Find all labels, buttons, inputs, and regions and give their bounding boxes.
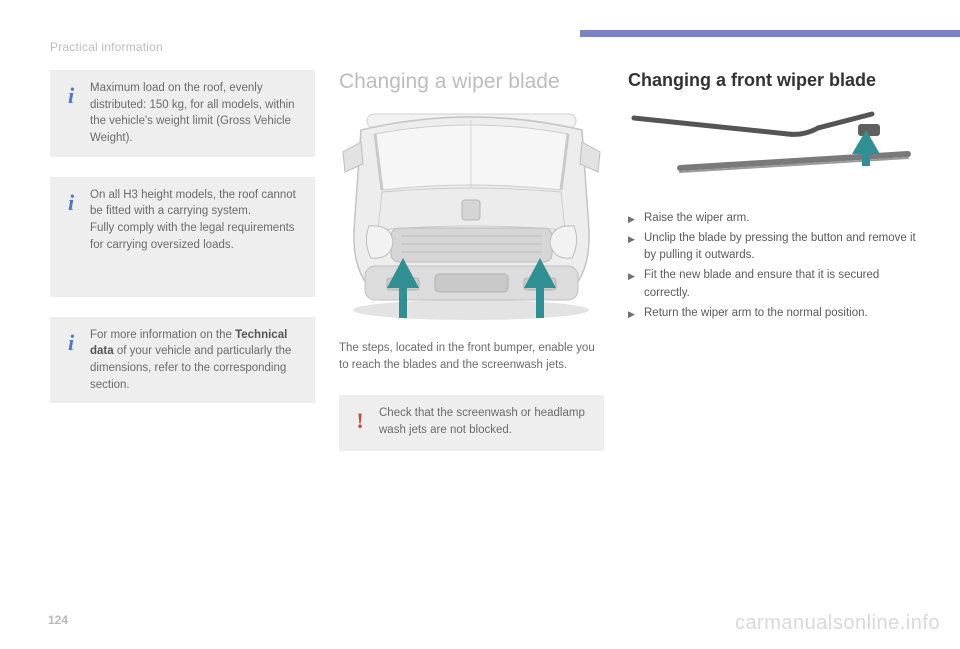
steps-list: ▶Raise the wiper arm. ▶Unclip the blade … — [628, 210, 918, 323]
info-text: Maximum load on the roof, evenly distrib… — [90, 82, 295, 144]
figure-caption: The steps, located in the front bumper, … — [339, 340, 604, 373]
heading-front-wiper: Changing a front wiper blade — [628, 70, 918, 92]
figure-wiper-blade — [628, 106, 918, 192]
content-columns: i Maximum load on the roof, evenly distr… — [50, 70, 920, 471]
wiper-svg — [628, 106, 918, 192]
column-right: Changing a front wiper blade — [628, 70, 918, 471]
info-icon: i — [62, 187, 80, 219]
info-icon: i — [62, 80, 80, 112]
warning-icon: ! — [351, 405, 369, 437]
section-label: Practical information — [50, 40, 920, 54]
info-box-roof-load: i Maximum load on the roof, evenly distr… — [50, 70, 315, 157]
watermark: carmanualsonline.info — [735, 612, 940, 635]
step-item: ▶Unclip the blade by pressing the button… — [628, 230, 918, 265]
page-number: 124 — [48, 613, 68, 627]
step-item: ▶Return the wiper arm to the normal posi… — [628, 305, 918, 322]
column-middle: Changing a wiper blade — [339, 70, 604, 471]
warn-box-jets: ! Check that the screenwash or headlamp … — [339, 395, 604, 451]
chevron-icon: ▶ — [628, 308, 635, 322]
info-text-html: For more information on the Technical da… — [90, 329, 291, 391]
info-text-line1: On all H3 height models, the roof cannot… — [90, 189, 296, 218]
chevron-icon: ▶ — [628, 213, 635, 227]
heading-changing-wiper: Changing a wiper blade — [339, 70, 604, 94]
figure-van-front — [339, 110, 604, 326]
info-icon: i — [62, 327, 80, 359]
van-front-svg — [339, 110, 604, 326]
chevron-icon: ▶ — [628, 233, 635, 247]
info-box-h3-roof: i On all H3 height models, the roof cann… — [50, 177, 315, 297]
info-box-technical-data: i For more information on the Technical … — [50, 317, 315, 404]
info-text-line2: Fully comply with the legal requirements… — [90, 222, 295, 251]
step-item: ▶Fit the new blade and ensure that it is… — [628, 267, 918, 302]
warn-text: Check that the screenwash or headlamp wa… — [379, 407, 585, 436]
column-left: i Maximum load on the roof, evenly distr… — [50, 70, 315, 471]
chevron-icon: ▶ — [628, 270, 635, 284]
manual-page: Practical information i Maximum load on … — [0, 0, 960, 649]
header-accent-bar — [580, 30, 960, 37]
step-item: ▶Raise the wiper arm. — [628, 210, 918, 227]
